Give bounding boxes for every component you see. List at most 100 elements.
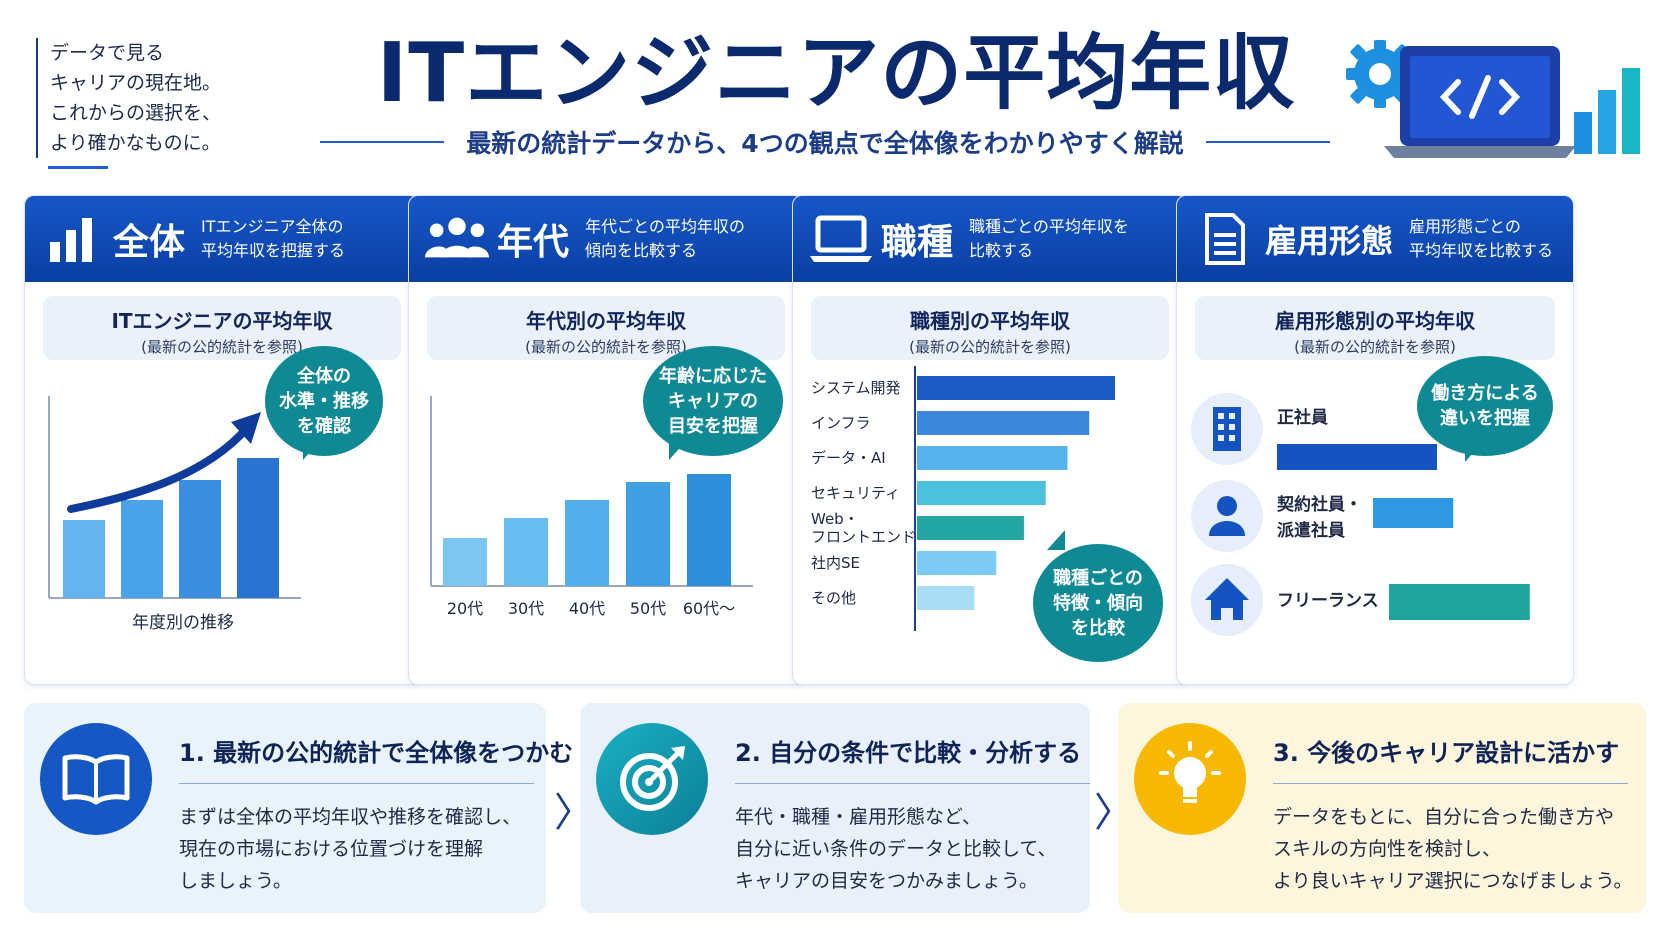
tick-label: データ・AI [811,449,886,467]
bar [1389,584,1530,620]
step-divider [735,783,1090,784]
tick-label: 50代 [630,599,666,618]
tick-label-line: インフラ [811,414,871,432]
card-description-line: 平均年収を比較する [1409,241,1554,260]
bar-chart-icon [41,209,105,269]
lightbulb-icon [1134,723,1246,835]
card-description-line: 傾向を比較する [585,241,698,260]
tick-label-line: 契約社員・ [1276,494,1362,515]
step-body: まずは全体の平均年収や推移を確認し、 現在の市場における位置づけを理解 しましょ… [179,801,521,897]
step-body-line: データをもとに、自分に合った働き方や [1273,806,1615,828]
tick-label: 20代 [447,599,483,618]
callout-bubble: 全体の 水準・推移 を確認 [265,346,383,460]
chart-title: ITエンジニアの平均年収 [111,309,333,333]
bar [565,500,609,586]
card-header: 雇用形態 雇用形態ごとの 平均年収を比較する [1177,196,1573,282]
step-title: 2. 自分の条件で比較・分析する [735,739,1082,767]
chart-source-note: (最新の公的統計を参照) [141,338,303,356]
bar [443,538,487,586]
tick-label: 正社員 [1277,407,1328,428]
tick-label: 60代〜 [683,599,735,618]
step-body-line: スキルの方向性を検討し、 [1273,838,1502,860]
bubble-line: を確認 [297,415,351,437]
bar [1277,444,1437,470]
card-description-line: 年代ごとの平均年収の [585,217,745,236]
card-header: 年代 年代ごとの平均年収の 傾向を比較する [409,196,803,282]
step-title: 1. 最新の公的統計で全体像をつかむ [179,739,574,767]
bubble-line: を比較 [1071,617,1125,639]
chart-title: 雇用形態別の平均年収 [1275,309,1475,333]
target-icon [596,723,708,835]
tagline: データで見る キャリアの現在地。 これからの選択を、 より確かなものに。 [36,38,280,158]
chart-title: 職種別の平均年収 [910,309,1070,333]
card-description-line: 平均年収を把握する [201,241,346,260]
card-title: 全体 [113,222,186,263]
document-icon [1193,209,1257,269]
card-description: ITエンジニア全体の 平均年収を把握する [201,215,345,263]
bar [626,482,670,586]
tick-label-line: フロントエンド [811,528,916,546]
tick-label-line: セキュリティ [811,484,900,502]
tick-label: インフラ [811,414,871,432]
card-title: 年代 [497,222,570,263]
step-title: 3. 今後のキャリア設計に活かす [1273,739,1620,767]
step-body-line: 現在の市場における位置づけを理解 [179,838,484,860]
card-employment-type: 雇用形態 雇用形態ごとの 平均年収を比較する 雇用形態別の平均年収 (最新の公的… [1176,195,1574,685]
step-panel-3: 3. 今後のキャリア設計に活かす データをもとに、自分に合った働き方や スキルの… [1118,703,1646,913]
bubble-line: 年齢に応じた [659,365,767,387]
bar-chart-icon [1574,68,1640,154]
tick-label-line: 正社員 [1277,407,1328,428]
bubble-line: 特徴・傾向 [1053,592,1143,614]
card-description-line: 職種ごとの平均年収を [969,217,1129,236]
bubble-line: 目安を把握 [668,415,758,437]
step-body: データをもとに、自分に合った働き方や スキルの方向性を検討し、 より良いキャリア… [1273,801,1632,897]
bar [1373,498,1454,528]
bubble-line: 違いを把握 [1440,408,1530,429]
bubble-line: キャリアの [668,390,758,412]
house-icon [1205,578,1249,620]
step-panel-2: 2. 自分の条件で比較・分析する 年代・職種・雇用形態など、 自分に近い条件のデ… [580,703,1090,913]
card-header: 職種 職種ごとの平均年収を 比較する [793,196,1187,282]
bar [917,376,1115,400]
subtitle-rule-right [1205,141,1330,143]
bubble-line: 職種ごとの [1053,567,1143,589]
card-title: 雇用形態 [1265,222,1394,260]
laptop-icon [809,209,873,269]
tagline-underline [48,166,108,169]
tagline-line: キャリアの現在地。 [50,72,222,94]
tick-label: その他 [811,589,856,607]
bar [121,500,163,598]
bar [63,520,105,598]
step-body-line: しましょう。 [179,870,292,892]
callout-bubble: 年齢に応じた キャリアの 目安を把握 [643,346,783,460]
step-body-line: より良いキャリア選択につなげましょう。 [1273,870,1633,892]
tick-label: フリーランス [1277,591,1379,611]
x-axis-label: 年度別の推移 [132,613,234,633]
book-icon [40,723,152,835]
bar [917,446,1068,470]
card-description-line: ITエンジニア全体の [201,217,344,236]
tagline-line: より確かなものに。 [50,132,221,154]
tick-label-line: Web・ [811,510,859,528]
people-icon [425,209,489,269]
tick-label-line: フリーランス [1277,591,1379,611]
tick-label-line: システム開発 [811,379,901,397]
subtitle-rule-left [320,141,445,143]
tick-label: セキュリティ [811,484,900,502]
card-overall: 全体 ITエンジニア全体の 平均年収を把握する ITエンジニアの平均年収 (最新… [24,195,420,685]
card-description: 年代ごとの平均年収の 傾向を比較する [585,215,745,263]
bar [917,481,1046,505]
subtitle-row: 最新の統計データから、4つの観点で全体像をわかりやすく解説 [320,122,1330,162]
page-subtitle: 最新の統計データから、4つの観点で全体像をわかりやすく解説 [466,129,1184,158]
bar [917,411,1090,435]
bar [917,586,975,610]
step-body: 年代・職種・雇用形態など、 自分に近い条件のデータと比較して、 キャリアの目安を… [735,801,1056,897]
bubble-line: 水準・推移 [279,390,369,412]
tagline-line: データで見る [50,42,165,64]
card-description-line: 比較する [969,241,1034,260]
bar [917,551,997,575]
card-subheader: 雇用形態別の平均年収 (最新の公的統計を参照) [1195,296,1555,360]
callout-bubble: 働き方による 違いを把握 [1417,356,1553,462]
tick-label: 社内SE [811,554,860,572]
